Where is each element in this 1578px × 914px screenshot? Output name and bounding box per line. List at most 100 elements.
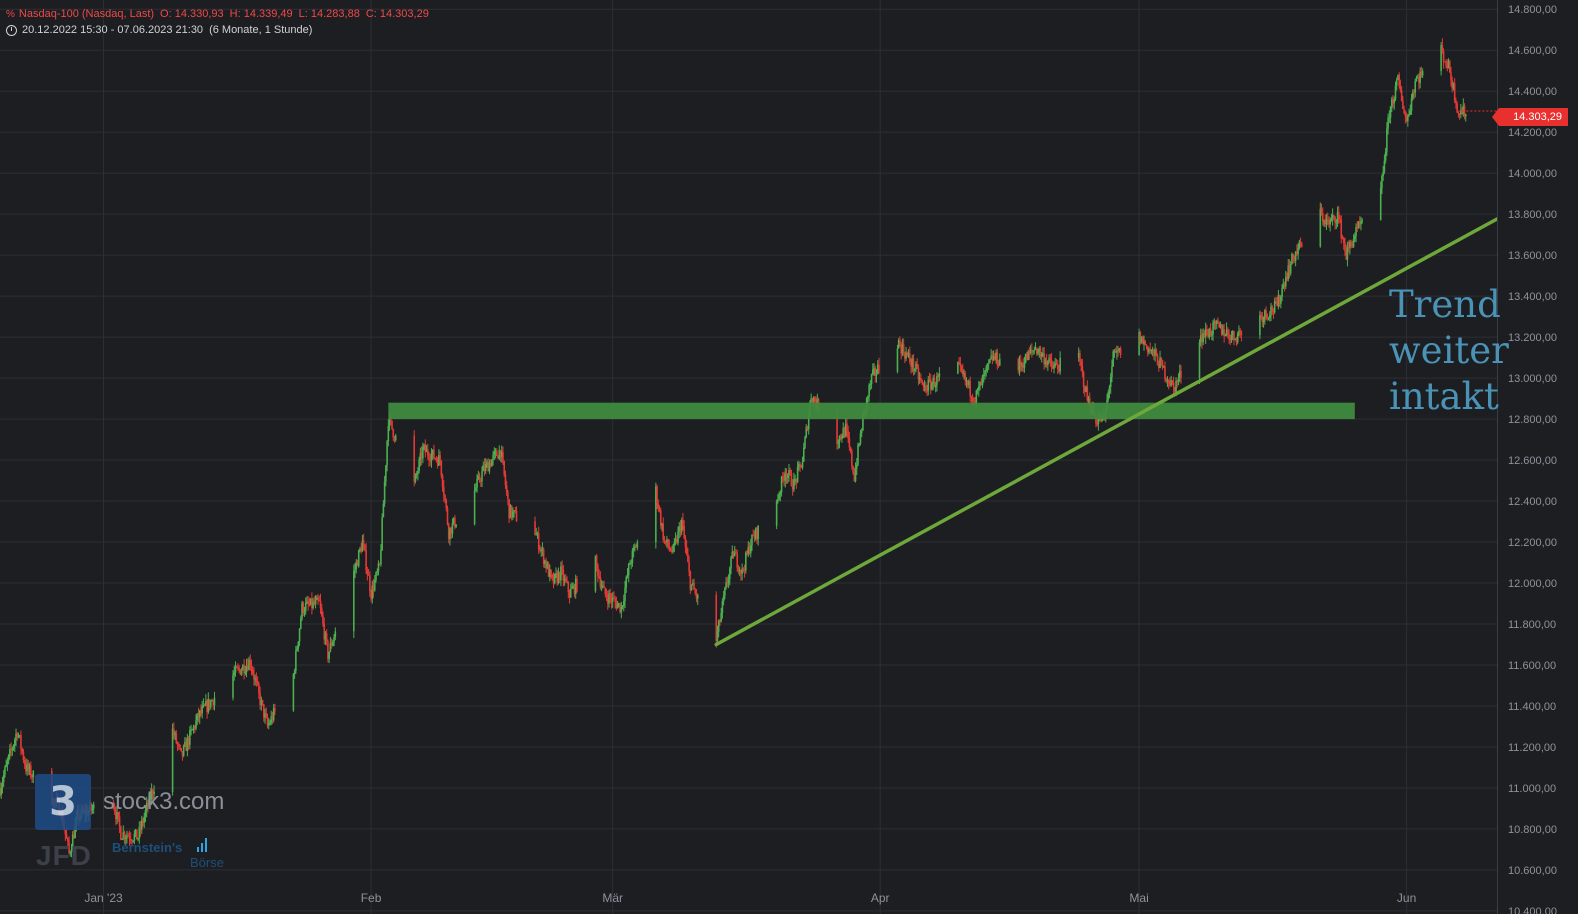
candle-body [393,437,396,441]
candle-body [620,606,623,613]
candle-body [1301,243,1303,247]
candle-body [2,775,5,783]
candle-body [668,546,671,549]
candle-body [996,352,999,366]
candle-body [563,578,566,582]
candle-body [1331,215,1334,219]
candle-body [897,339,900,349]
candle-body [4,767,6,776]
candle-body [855,464,858,469]
candle-body [334,631,337,638]
time-tick-label: Jun [1397,891,1416,905]
candle-body [611,597,614,602]
candle-body [749,545,752,554]
candle-body [153,791,155,795]
candle-body [245,665,248,672]
candle-body [201,706,203,714]
candle-body [301,602,303,619]
candle-body [679,526,682,533]
bar-chart-icon [197,838,209,852]
price-tick-label: 12.800,00 [1508,414,1557,426]
candle-body [978,386,980,390]
candle-body [1382,171,1384,177]
candle-body [747,546,750,555]
candle-body [869,383,872,386]
candle-body [1027,351,1029,361]
candle-body [18,735,21,737]
time-tick-label: Mär [602,891,623,905]
candle-body [28,765,31,771]
candle-body [375,572,377,581]
candle-body [355,561,358,569]
candle-body [455,524,457,527]
candle-body [937,375,939,377]
candle-body [186,738,189,751]
instrument-name[interactable]: Nasdaq-100 (Nasdaq, Last) [18,8,155,20]
candle-body [512,511,514,518]
candle-body [912,358,915,370]
candle-body [354,568,356,572]
candle-body [905,352,907,359]
time-tick-label: Apr [871,891,890,905]
candle-body [1354,236,1356,240]
candle-body [1280,296,1282,304]
candle-body [598,576,600,578]
candle-body [1023,362,1026,368]
candle-body [64,829,67,835]
candle-body [626,575,629,577]
candle-body [70,849,73,853]
candle-body [1421,71,1424,76]
candle-body [964,373,967,381]
candle-body [312,601,314,609]
candle-body [974,402,976,404]
candle-body [190,729,192,731]
candle-body [121,838,123,840]
candle-body [1288,265,1291,274]
candle-body [320,607,323,616]
candle-body [1391,99,1393,107]
candle-body [1149,349,1151,351]
candle-body [361,540,364,552]
candle-body [878,364,880,372]
candle-body [1087,397,1090,401]
candle-body [1464,114,1467,117]
candle-body [145,802,148,811]
candle-body [979,381,981,387]
candle-body [353,571,355,632]
candle-body [309,598,312,605]
candle-body [1039,348,1042,357]
candle-body [636,542,639,548]
candle-body [801,461,804,468]
date-range[interactable]: 20.12.2022 15:30 - 07.06.2023 21:30 [22,24,204,36]
candle-body [1058,368,1060,372]
candle-body [663,539,666,541]
candle-body [0,787,3,796]
candle-body [189,730,191,745]
candle-body [1031,349,1033,351]
candle-body [659,510,662,526]
candle-body [873,367,875,370]
candle-body [272,707,275,721]
candle-body [1462,105,1465,115]
candle-body [1448,60,1451,73]
candle-body [1028,351,1031,354]
price-tick-label: 10.600,00 [1508,865,1557,877]
candle-body [67,838,69,842]
candle-body [1379,187,1382,221]
candle-body [630,562,632,564]
candle-body [666,539,668,543]
candle-body [377,563,380,572]
candle-body [253,673,255,680]
candle-body [200,710,202,714]
candle-body [420,452,423,459]
candle-body [814,397,816,402]
candle-body [362,540,365,545]
candle-body [173,728,175,736]
candle-body [716,631,719,642]
price-tick-label: 14.600,00 [1508,45,1557,57]
candle-body [785,473,788,479]
candle-body [780,476,783,493]
candle-body [357,550,360,567]
candle-body [1407,115,1409,122]
